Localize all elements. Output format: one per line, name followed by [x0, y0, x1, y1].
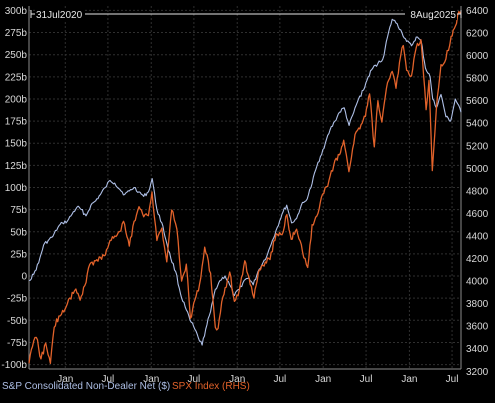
right-axis-tick-label: 3600 — [466, 322, 489, 333]
left-axis-tick-label: 100b — [5, 183, 28, 194]
x-axis-tick-label: Jan — [229, 374, 245, 385]
right-axis-tick-label: 4400 — [466, 231, 489, 242]
left-axis-tick-label: 125b — [5, 161, 28, 172]
x-axis-tick-label: Jan — [143, 374, 159, 385]
legend: S&P Consolidated Non-Dealer Net ($) SPX … — [2, 381, 250, 392]
date-start-bg — [35, 8, 85, 20]
left-axis-tick-label: 50b — [10, 227, 27, 238]
x-axis-tick-label: Jan — [315, 374, 331, 385]
x-axis-tick-label: Jul — [446, 374, 459, 385]
date-range-header: 31Jul2020 8Aug2025 — [30, 8, 462, 21]
date-range-start: 31Jul2020 — [36, 10, 83, 21]
right-axis-tick-label: 6400 — [466, 6, 489, 17]
right-axis-tick-label: 5600 — [466, 96, 489, 107]
grid-layer — [29, 6, 461, 369]
series-line-non-dealer-net — [28, 18, 462, 346]
right-axis-tick-label: 6200 — [466, 29, 489, 40]
legend-label-series-2: SPX Index (RHS) — [172, 381, 250, 392]
date-end-bg — [405, 8, 457, 20]
right-axis-tick-label: 6000 — [466, 51, 489, 62]
x-axis-tick-label: Jul — [360, 374, 373, 385]
axis-layer: -100b -75b -50b -25b 0 25b 50b 75b 100b 125b 150b 1… — [1, 6, 488, 385]
left-axis-tick-label: 175b — [5, 117, 28, 128]
left-axis-tick-label: 250b — [5, 50, 28, 61]
right-axis-tick-label: 3800 — [466, 299, 489, 310]
series-layer — [28, 10, 462, 365]
left-axis-tick-label: 300b — [5, 6, 28, 17]
x-axis-tick-label: Jul — [187, 374, 200, 385]
left-axis-tick-label: -50b — [7, 316, 27, 327]
x-axis-tick-label: Jul — [102, 374, 115, 385]
legend-label-series-1: S&P Consolidated Non-Dealer Net ($) — [2, 381, 170, 392]
right-axis-tick-label: 5000 — [466, 164, 489, 175]
right-axis-tick-label: 5200 — [466, 141, 489, 152]
left-axis-tick-label: 225b — [5, 72, 28, 83]
right-axis-tick-label: 4200 — [466, 254, 489, 265]
series-line-spx-index — [28, 10, 462, 365]
right-axis-tick-label: 4000 — [466, 277, 489, 288]
left-axis-tick-label: 150b — [5, 139, 28, 150]
left-axis-tick-label: 200b — [5, 94, 28, 105]
right-axis-tick-label: 4600 — [466, 209, 489, 220]
left-axis-tick-label: -25b — [7, 294, 27, 305]
right-axis-tick-label: 5400 — [466, 119, 489, 130]
left-axis-tick-label: -100b — [1, 360, 27, 371]
right-axis-tick-label: 5800 — [466, 74, 489, 85]
x-axis-tick-label: Jul — [273, 374, 286, 385]
left-axis-tick-label: -75b — [7, 338, 27, 349]
left-axis-tick-label: 275b — [5, 28, 28, 39]
left-axis-tick-label: 0 — [21, 272, 27, 283]
right-axis-tick-label: 4800 — [466, 186, 489, 197]
date-range-end: 8Aug2025 — [410, 10, 456, 21]
x-axis-tick-label: Jan — [57, 374, 73, 385]
x-axis-tick-label: Jan — [401, 374, 417, 385]
right-axis-tick-label: 3400 — [466, 344, 489, 355]
right-axis-tick-label: 3200 — [466, 367, 489, 378]
left-axis-tick-label: 75b — [10, 205, 27, 216]
left-axis-tick-label: 25b — [10, 249, 27, 260]
